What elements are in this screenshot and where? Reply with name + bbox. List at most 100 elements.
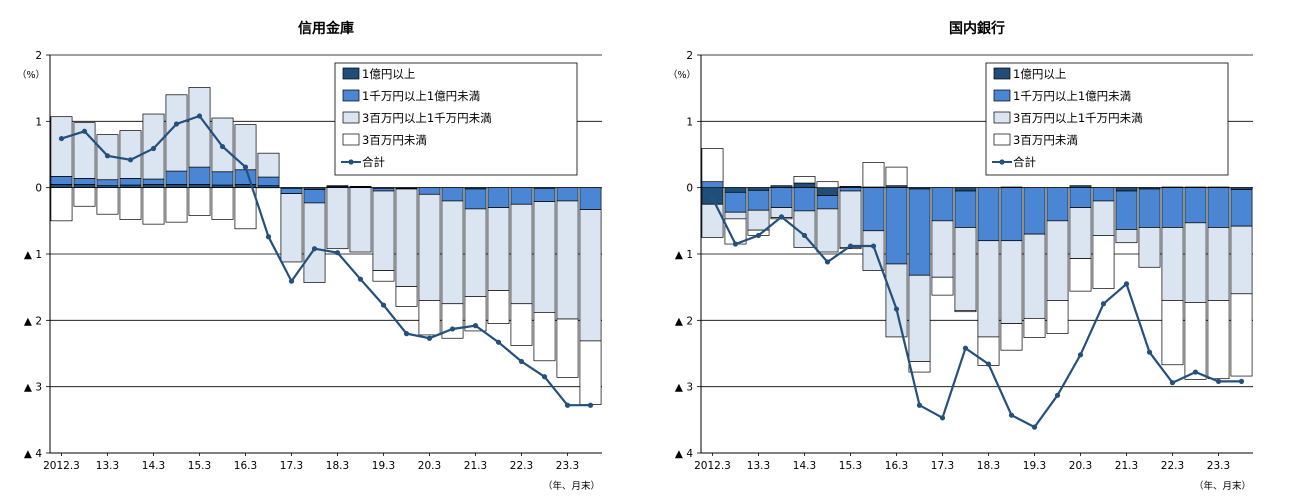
bar-segment — [142, 178, 165, 185]
x-tick-label: 2012.3 — [694, 460, 731, 472]
bar-segment — [793, 182, 816, 189]
total-point — [1008, 412, 1015, 418]
bar-segment — [931, 220, 954, 278]
bar-segment — [885, 263, 908, 338]
bar-segment — [188, 184, 211, 189]
total-point — [495, 339, 502, 345]
bar-segment — [142, 184, 165, 189]
total-point — [985, 361, 992, 367]
x-tick-label: 22.3 — [1161, 460, 1184, 472]
bar-segment — [931, 276, 954, 296]
y-tick-label: ▲ 4 — [24, 448, 42, 460]
bar-segment — [441, 303, 464, 339]
legend-swatch — [342, 111, 360, 124]
y-tick-label: 0 — [35, 183, 42, 195]
bar-segment — [885, 187, 908, 265]
bar-segment — [464, 208, 487, 297]
bar-segment — [119, 130, 142, 179]
y-tick-label: ▲ 3 — [24, 382, 42, 394]
bar-segment — [1184, 187, 1207, 224]
bar-segment — [188, 187, 211, 216]
y-tick-label: 1 — [686, 116, 693, 128]
total-point — [219, 143, 226, 150]
legend-label: 3百万円以上1千万円未満 — [1013, 111, 1143, 125]
bar-segment — [188, 166, 211, 185]
x-tick-label: 16.3 — [234, 460, 257, 472]
bar-segment — [303, 202, 326, 283]
bar-segment — [1046, 220, 1069, 301]
bar-segment — [1161, 300, 1184, 366]
bar-segment — [73, 178, 96, 185]
legend-marker — [999, 159, 1005, 165]
bar-segment — [1207, 227, 1230, 301]
bar-segment — [50, 176, 73, 185]
bar-segment — [793, 210, 816, 248]
x-tick-label: 14.3 — [793, 460, 816, 472]
legend-swatch — [993, 111, 1011, 124]
legend-label: 3百万円以上1千万円未満 — [362, 111, 492, 125]
total-point — [380, 302, 387, 308]
total-point — [472, 323, 479, 329]
legend-label: 1億円以上 — [1013, 67, 1066, 81]
total-point — [870, 243, 877, 249]
x-tick-label: 16.3 — [885, 460, 908, 472]
bar-segment — [1161, 227, 1184, 301]
legend-marker — [348, 159, 354, 165]
total-point — [127, 157, 134, 163]
total-point — [1238, 378, 1245, 384]
bar-segment — [418, 187, 441, 195]
legend-swatch — [342, 133, 360, 146]
bar-segment — [701, 181, 724, 189]
bar-segment — [1207, 187, 1230, 228]
bar-segment — [1000, 323, 1023, 351]
legend-label: 1千万円以上1億円未満 — [362, 89, 480, 103]
total-line — [61, 114, 591, 407]
bar-segment — [441, 187, 464, 202]
bar-segment — [862, 187, 885, 232]
legend-label: 1千万円以上1億円未満 — [1013, 89, 1131, 103]
bar-segment — [1184, 302, 1207, 380]
legend-label: 合計 — [1013, 155, 1036, 169]
bar-segment — [211, 171, 234, 186]
total-point — [1054, 392, 1061, 398]
bar-segment — [793, 176, 816, 184]
total-point — [755, 232, 762, 239]
legend-box — [334, 62, 578, 176]
bar-segment — [257, 152, 280, 178]
y-tick-label: ▲ 1 — [675, 249, 693, 261]
legend-swatch — [993, 67, 1011, 80]
total-point — [778, 214, 785, 220]
bar-segment — [441, 200, 464, 305]
bar-segment — [50, 184, 73, 189]
bar-segment — [1230, 189, 1253, 227]
bar-segment — [349, 187, 372, 253]
bar-segment — [1230, 225, 1253, 295]
y-tick-label: 0 — [686, 183, 693, 195]
bar-segment — [510, 187, 533, 205]
bar-segment — [954, 227, 977, 311]
bar-segment — [1115, 229, 1138, 244]
bar-segment — [372, 187, 395, 192]
bar-segment — [908, 188, 931, 276]
bar-segment — [464, 296, 487, 332]
x-tick-label: 23.3 — [1207, 460, 1230, 472]
bar-segment — [1207, 300, 1230, 380]
bar-segment — [1000, 240, 1023, 325]
legend-swatch — [342, 89, 360, 102]
bar-segment — [73, 184, 96, 189]
bar-segment — [1069, 207, 1092, 259]
chart-title: 国内銀行 — [949, 20, 1005, 37]
x-tick-label: 17.3 — [931, 460, 954, 472]
bar-segment — [839, 190, 862, 248]
bar-segment — [1069, 258, 1092, 292]
total-point — [265, 234, 272, 240]
total-point — [801, 232, 808, 239]
bar-segment — [724, 187, 747, 193]
x-tick-label: 20.3 — [1069, 460, 1092, 472]
total-point — [847, 243, 854, 249]
bar-segment — [770, 187, 793, 208]
bar-segment — [977, 336, 1000, 366]
legend-label: 3百万円未満 — [362, 133, 427, 147]
y-tick-label: ▲ 2 — [675, 315, 693, 327]
bar-segment — [234, 124, 257, 171]
